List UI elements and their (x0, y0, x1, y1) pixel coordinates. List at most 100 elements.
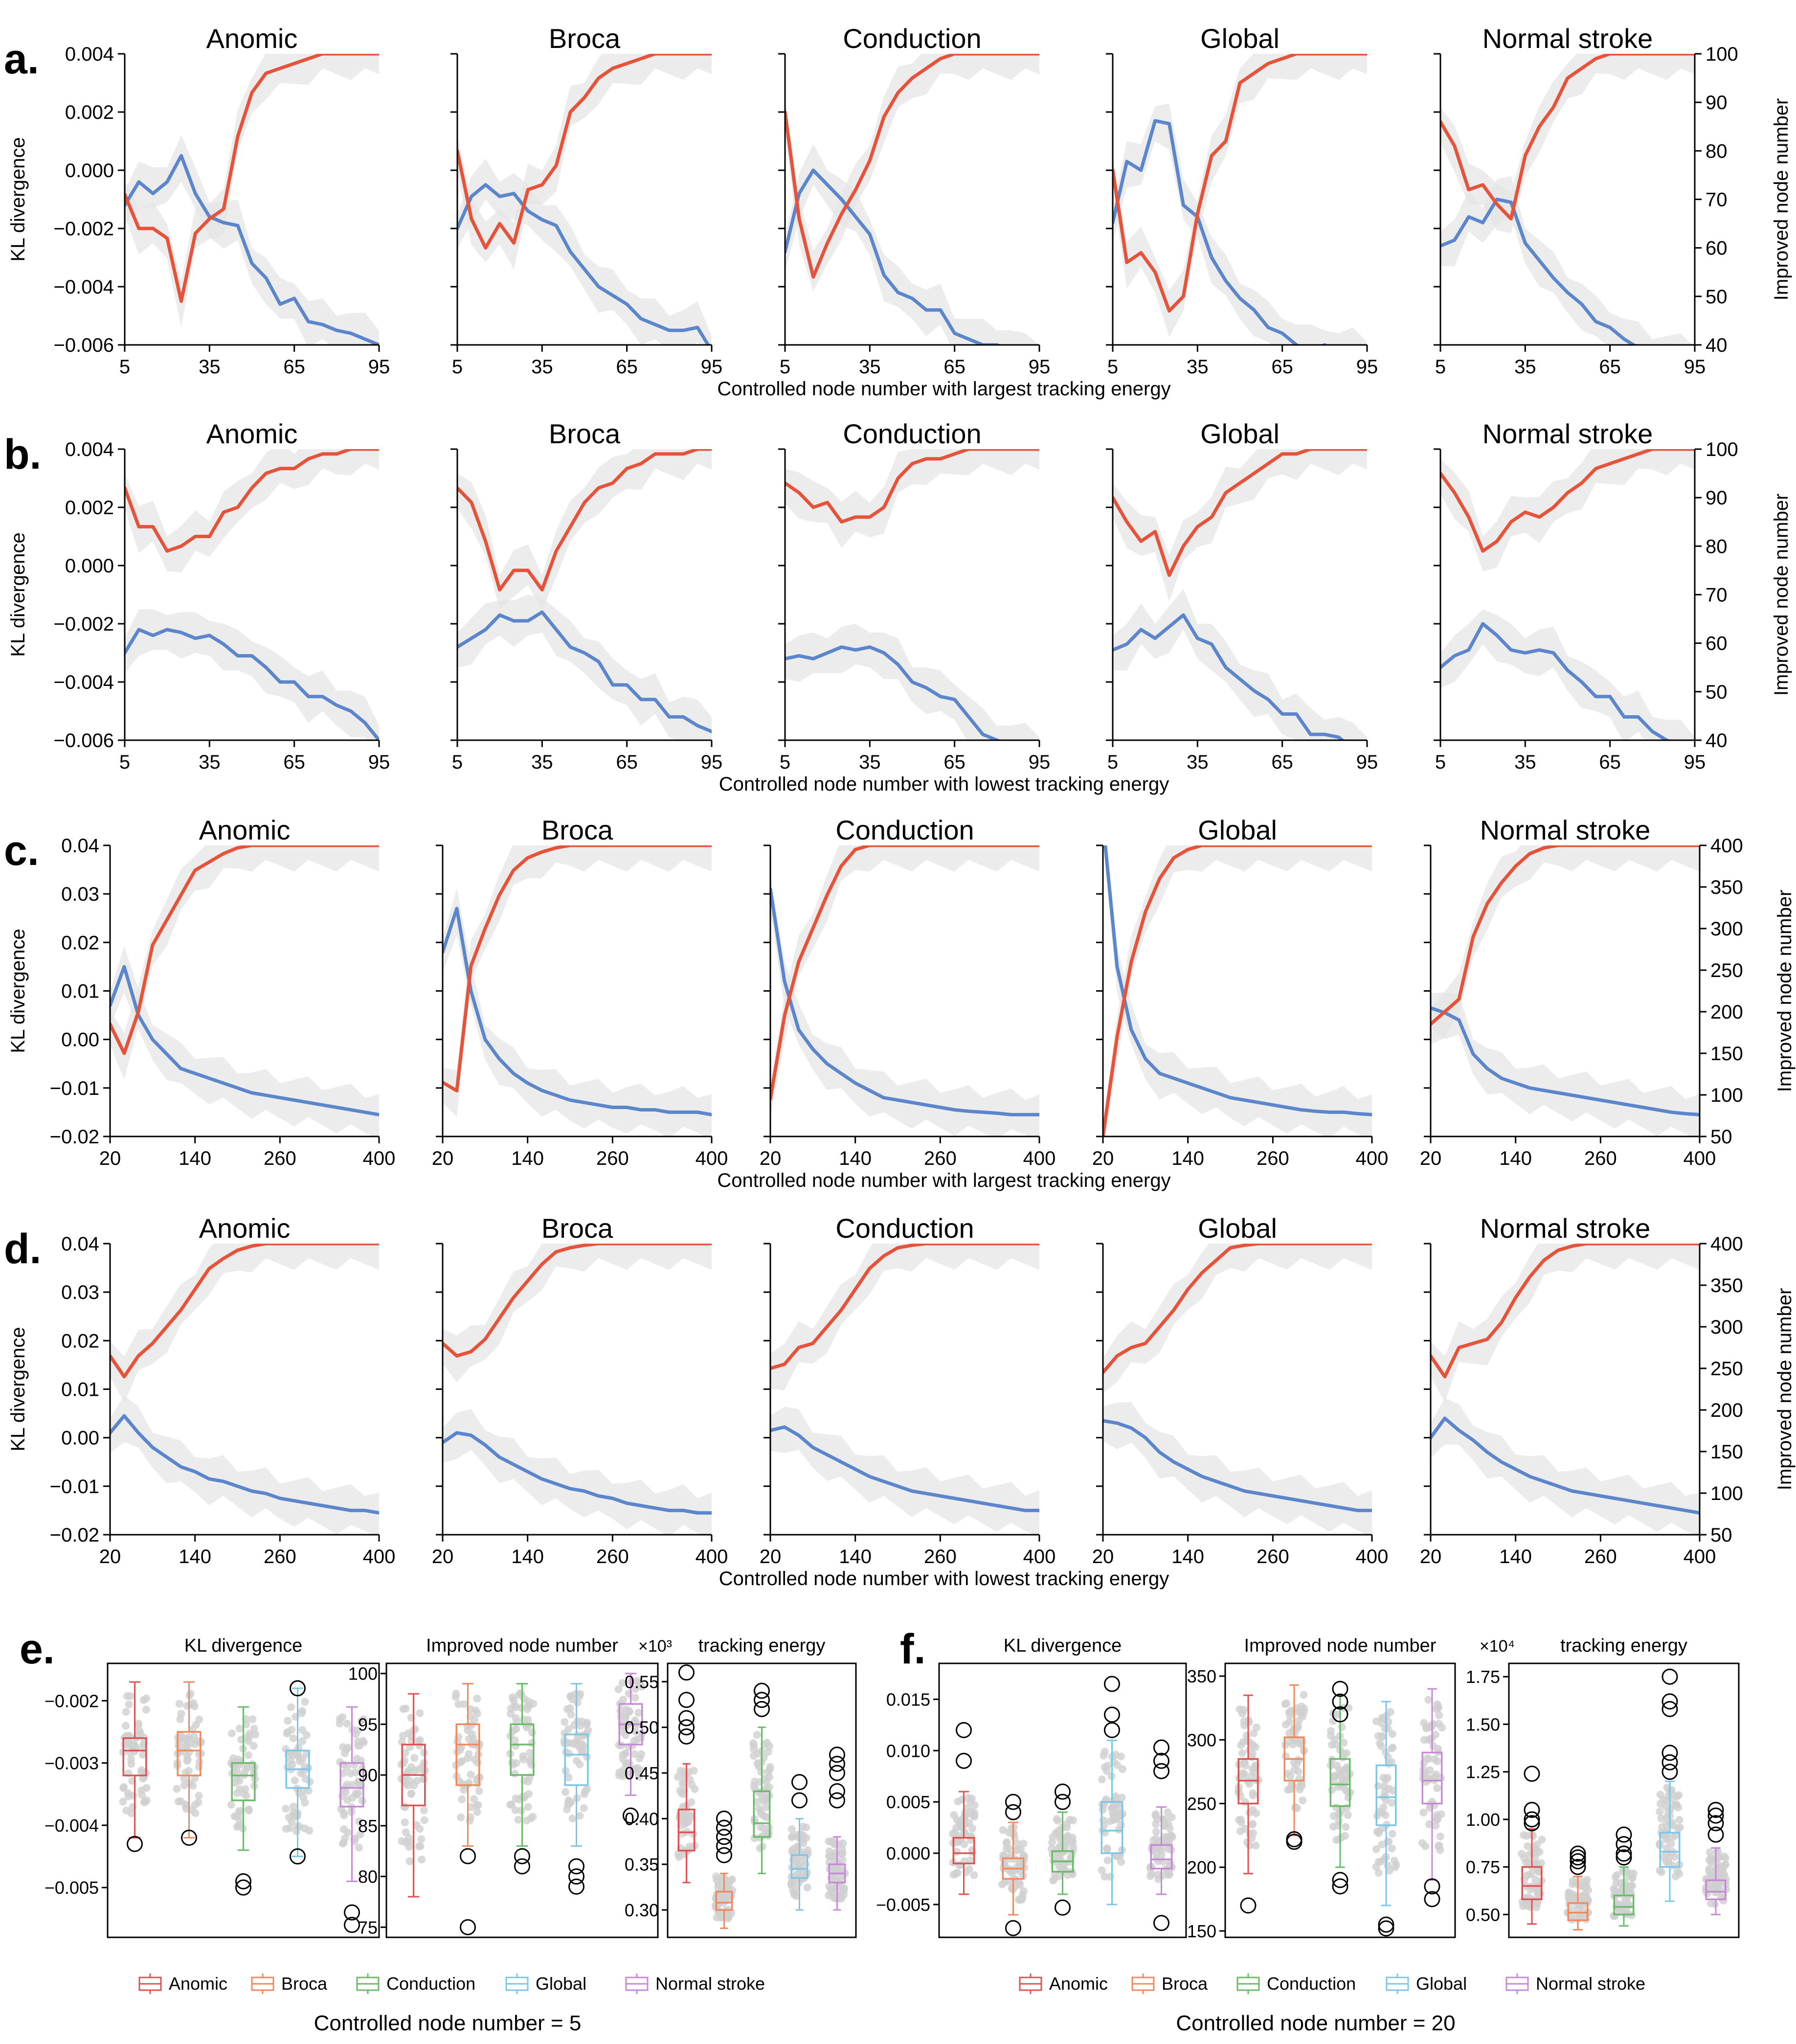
improved-node-line (770, 1244, 1039, 1370)
x-tick-label: 140 (1499, 1546, 1532, 1567)
data-point (1629, 1869, 1638, 1878)
x-tick-label: 95 (1684, 356, 1706, 378)
data-point (1055, 1826, 1063, 1835)
x-tick-label: 20 (1092, 1148, 1114, 1169)
subplot-global: Global 20 140 260 400 (1092, 815, 1389, 1169)
outlier (678, 1719, 695, 1736)
data-point (1386, 1708, 1394, 1716)
data-point (233, 1822, 241, 1831)
data-point (576, 1812, 584, 1820)
data-point (514, 1816, 522, 1824)
data-point (195, 1763, 203, 1771)
y-tick-label: −0.005 (45, 1878, 99, 1898)
subplot-title: Broca (541, 815, 613, 845)
x-tick-label: 35 (199, 356, 221, 378)
box-chart-e-kl-divergence: KL divergence −0.002 −0.003 −0.004 −0.005 (45, 1635, 380, 1938)
outlier (791, 1792, 808, 1809)
data-point (754, 1749, 763, 1758)
data-point (757, 1823, 765, 1831)
data-point (473, 1709, 481, 1718)
outlier (829, 1783, 845, 1799)
outlier (956, 1722, 972, 1738)
y-tick-label-right: 300 (1710, 1317, 1743, 1338)
data-point (1656, 1799, 1664, 1808)
data-point (765, 1773, 773, 1781)
x-tick-label: 65 (943, 356, 965, 378)
data-point (1117, 1752, 1125, 1761)
data-point (177, 1797, 185, 1805)
x-tick-label: 35 (1514, 751, 1536, 773)
data-point (517, 1806, 525, 1815)
confidence-band (110, 1244, 379, 1403)
data-point (1421, 1842, 1430, 1850)
y-tick-label-right: 200 (1710, 1400, 1743, 1421)
outlier (829, 1765, 845, 1781)
box-chart-f-kl-divergence: KL divergence 0.015 0.010 0.005 0.000 −0.005 (876, 1635, 1187, 1938)
data-point (1623, 1894, 1631, 1903)
data-point (838, 1844, 846, 1853)
data-point (1241, 1825, 1249, 1833)
confidence-band (770, 1407, 1039, 1535)
subplot-normal-stroke: Normal stroke 20 140 260 400 400 350 300 250 200 1… (1420, 815, 1743, 1169)
x-tick-label: 5 (452, 356, 463, 378)
subplot-title: Conduction (843, 23, 981, 54)
outlier (1661, 1745, 1678, 1761)
data-point (139, 1696, 148, 1704)
data-point (1299, 1796, 1307, 1804)
data-point (186, 1739, 195, 1748)
panel-c: c. Anomic 20 140 260 400 0.04 0.03 0.02 0.01 0.00 −… (4, 815, 1796, 1191)
data-point (515, 1795, 523, 1804)
box-anomic (674, 1664, 699, 1884)
x-tick-label: 65 (1271, 356, 1293, 378)
data-point (420, 1775, 428, 1783)
box-iqr (1375, 1764, 1397, 1826)
kl-divergence-line (457, 183, 710, 345)
panel-a: a. Anomic 5 35 65 95 0.004 0.002 0.000 −0.002 −0.0… (4, 23, 1792, 400)
legend-label: Global (1416, 1974, 1467, 1994)
data-point (1581, 1883, 1590, 1891)
y-tick-label-right: 60 (1706, 633, 1728, 655)
data-point (1245, 1841, 1254, 1850)
data-point (1300, 1704, 1308, 1713)
data-point (1344, 1811, 1352, 1819)
data-point (687, 1798, 696, 1806)
data-point (1287, 1785, 1295, 1794)
data-point (1250, 1729, 1258, 1737)
x-tick-label: 35 (859, 751, 881, 773)
data-layer (1103, 1244, 1372, 1535)
y-tick-label-right: 100 (1710, 1483, 1743, 1504)
confidence-band (1103, 1244, 1372, 1393)
confidence-band (443, 845, 712, 1117)
data-point (1656, 1808, 1664, 1816)
y-tick-label: −0.02 (50, 1126, 99, 1148)
box-iqr (715, 1890, 733, 1911)
x-tick-label: 140 (839, 1546, 872, 1567)
data-point (524, 1803, 532, 1811)
outlier (1424, 1891, 1440, 1908)
x-tick-label: 260 (264, 1148, 296, 1169)
data-point (233, 1789, 241, 1797)
outlier (1104, 1706, 1120, 1723)
y-tick-label: 0.002 (65, 497, 114, 519)
x-tick-label: 35 (1187, 751, 1209, 773)
x-tick-label: 140 (179, 1546, 211, 1567)
box-iqr (790, 1854, 808, 1879)
data-point (474, 1801, 482, 1809)
data-point (175, 1700, 183, 1708)
box-global (1372, 1701, 1400, 1937)
data-point (1019, 1840, 1028, 1848)
data-point (1374, 1869, 1383, 1877)
box-iqr (231, 1762, 256, 1801)
outlier (1661, 1754, 1678, 1771)
box-frame (667, 1662, 857, 1938)
subplot-title: Global (1200, 23, 1280, 54)
data-point (1434, 1703, 1442, 1712)
confidence-band (110, 1395, 379, 1535)
improved-node-line (1103, 845, 1372, 1136)
data-point (244, 1763, 252, 1771)
outlier (1570, 1845, 1586, 1862)
y-tick-label: 1.75 (1466, 1667, 1500, 1687)
data-point (1281, 1700, 1289, 1708)
data-point (289, 1734, 297, 1743)
data-point (1115, 1825, 1123, 1834)
